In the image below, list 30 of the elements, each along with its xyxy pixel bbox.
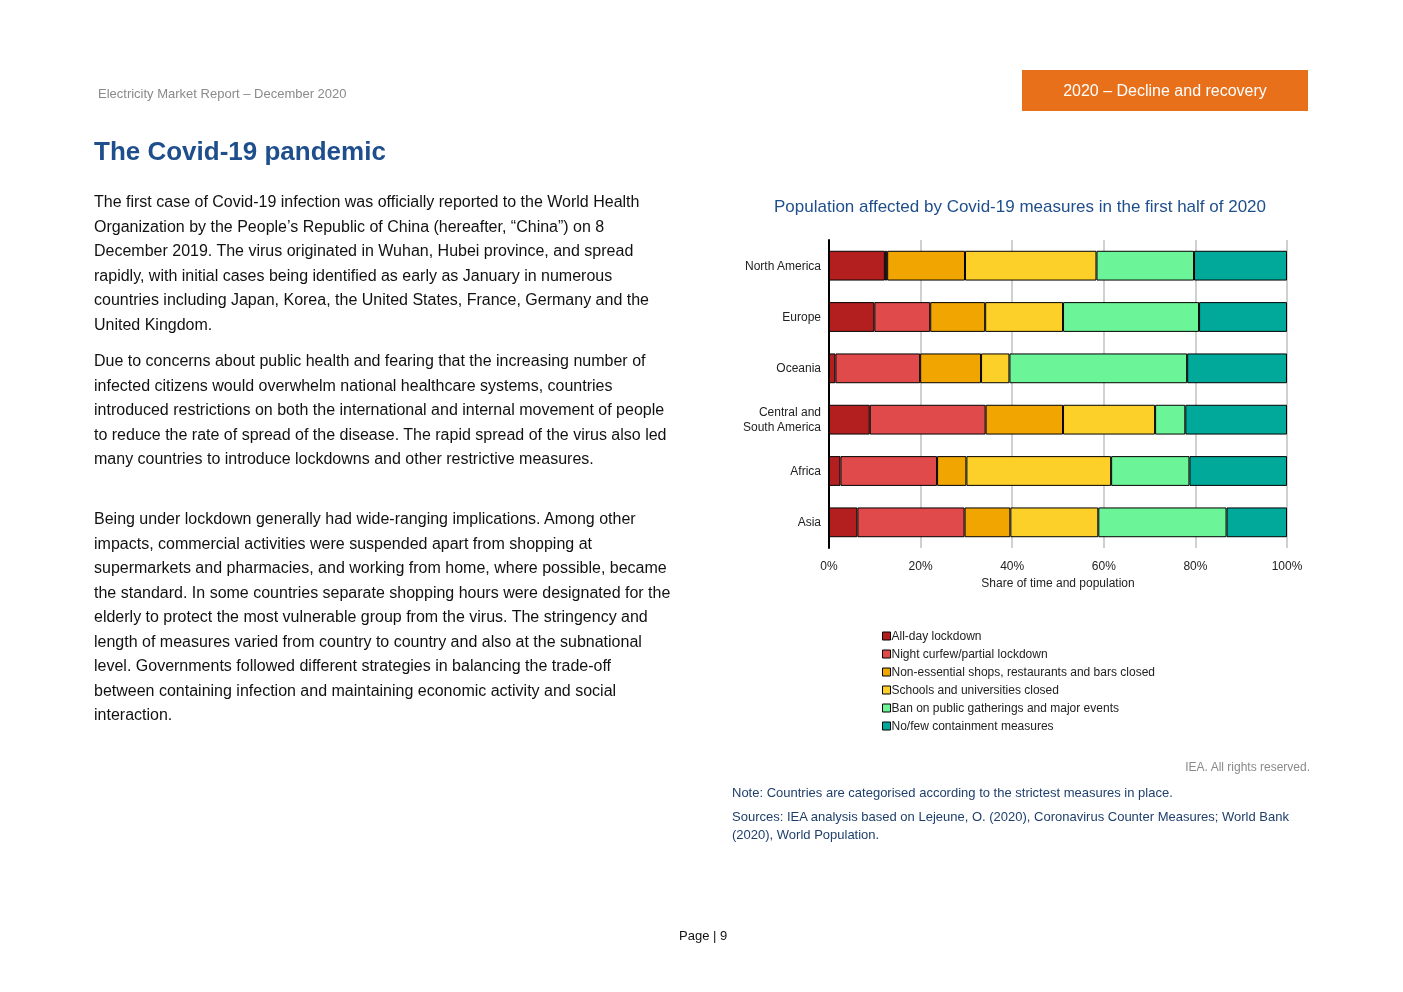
x-tick-label: 80% <box>1183 559 1208 573</box>
y-tick-label: North America <box>744 258 822 273</box>
y-tick-label: Europe <box>782 310 822 324</box>
text: IEA. All rights reserved. <box>1185 760 1310 774</box>
text: Electricity Market Report – December 2020 <box>98 86 347 101</box>
text: Being under lockdown generally had wide-ranging implications. Among other impacts, commercial activities were suspended apart from shopping at supermarkets and pharmacies, and working from home, where possible, became the standard. In some countries separate shopping hours were designated for the elderly to protect the most vulnerable group from the virus. The stringency and length of measures varied from country to country and also at the subnational level. Governments followed different strategies in balancing the trade-off between containing infection and maintaining economic activity and social interaction. <box>94 510 671 723</box>
text: Page | 9 <box>679 928 728 943</box>
text: 2020 – Decline and recovery <box>1022 70 1308 111</box>
legend-label: No/few containment measures <box>891 719 1054 733</box>
text: Due to concerns about public health and fearing that the increasing number of infected citizens would overwhelm national healthcare systems, countries introduced restrictions on both the international and internal movement of people to reduce the rate of spread of the disease. The rapid spread of the virus also led many countries to introduce lockdowns and other restrictive measures. <box>94 351 668 469</box>
chart-title: Population affected by Covid-19 measures in the first half of 2020 <box>773 197 1267 216</box>
legend-label: Non-essential shops, restaurants and bars closed <box>891 665 1155 679</box>
legend-label: Schools and universities closed <box>891 683 1059 697</box>
y-tick-label: Oceania <box>776 361 822 376</box>
legend-label: All-day lockdown <box>891 629 982 643</box>
text: Note: Countries are categorised according to the strictest measures in place. <box>732 785 1174 800</box>
text: The first case of Covid-19 infection was officially reported to the World Health Organization by the People’s Republic of China (hereafter, “China”) on 8 December 2019. The virus originated in Wuhan, Hubei province, and spread rapidly, with initial cases being identified as early as January in numerous countries including Japan, Korea, the United States, France, Germany and the United Kingdom. <box>94 192 650 335</box>
y-tick-label: Asia <box>797 515 822 530</box>
x-tick-label: 0% <box>820 559 838 573</box>
source-note: Sources: IEA analysis based on Lejeune, O. (2020), Coronavirus Counter Measures; World Bank (2020), World Population. <box>732 808 1290 844</box>
y-tick-label: Africa <box>790 464 822 478</box>
y-tick-label: Central and South America <box>742 405 822 435</box>
x-tick-label: 60% <box>1091 559 1117 573</box>
x-axis-title: Share of time and population <box>981 575 1135 590</box>
text: The Covid-19 pandemic <box>94 136 386 167</box>
x-tick-label: 100% <box>1271 559 1303 573</box>
x-tick-label: 40% <box>1000 559 1025 573</box>
x-tick-label: 20% <box>908 559 933 573</box>
legend-label: Ban on public gatherings and major events <box>891 701 1119 715</box>
legend-label: Night curfew/partial lockdown <box>891 647 1048 661</box>
